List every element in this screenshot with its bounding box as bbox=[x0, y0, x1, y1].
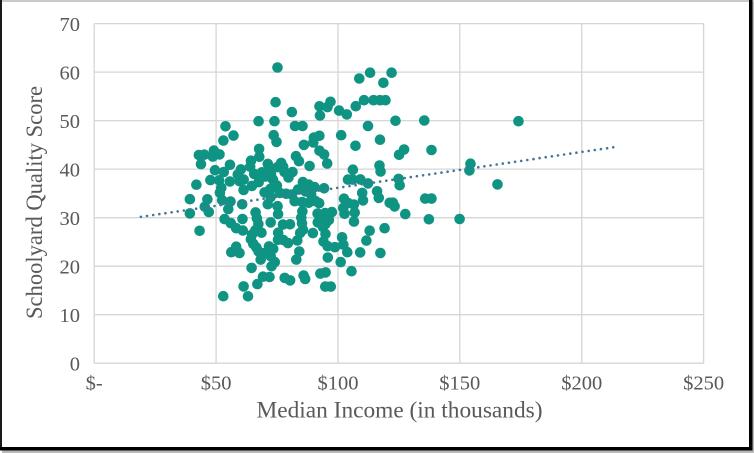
svg-text:30: 30 bbox=[60, 208, 81, 230]
svg-text:$150: $150 bbox=[439, 373, 480, 395]
svg-text:$-: $- bbox=[86, 373, 103, 395]
svg-text:Median Income (in thousands): Median Income (in thousands) bbox=[257, 398, 543, 423]
svg-text:70: 70 bbox=[60, 14, 81, 36]
svg-text:0: 0 bbox=[70, 353, 80, 375]
svg-text:$50: $50 bbox=[201, 373, 232, 395]
svg-text:Schoolyard Quality Score: Schoolyard Quality Score bbox=[22, 86, 47, 319]
svg-text:$100: $100 bbox=[318, 373, 359, 395]
svg-text:60: 60 bbox=[60, 62, 81, 84]
svg-text:50: 50 bbox=[60, 111, 81, 133]
svg-text:$250: $250 bbox=[683, 373, 724, 395]
svg-text:20: 20 bbox=[60, 256, 81, 278]
svg-text:$200: $200 bbox=[561, 373, 602, 395]
svg-text:10: 10 bbox=[60, 305, 81, 327]
svg-text:40: 40 bbox=[60, 159, 81, 181]
